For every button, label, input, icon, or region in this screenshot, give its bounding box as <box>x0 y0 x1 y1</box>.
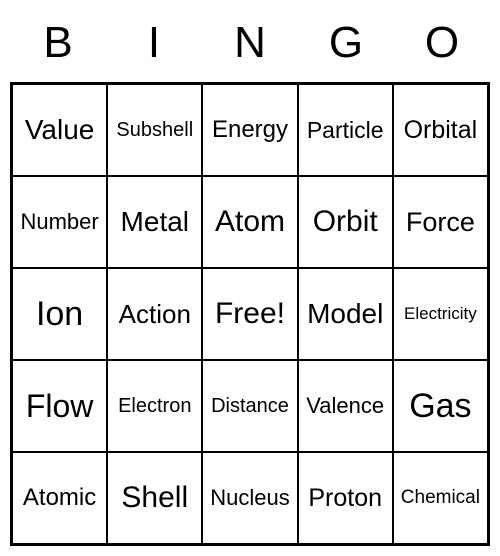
cell-text: Force <box>406 207 475 238</box>
cell-text: Flow <box>26 388 94 425</box>
bingo-cell[interactable]: Action <box>107 268 202 360</box>
bingo-cell[interactable]: Electron <box>107 360 202 452</box>
cell-text: Action <box>119 299 191 330</box>
bingo-cell[interactable]: Nucleus <box>202 452 297 544</box>
bingo-cell[interactable]: Valence <box>298 360 393 452</box>
header-b: B <box>10 10 106 76</box>
bingo-cell[interactable]: Force <box>393 176 488 268</box>
cell-text: Ion <box>36 295 83 334</box>
bingo-cell[interactable]: Proton <box>298 452 393 544</box>
bingo-cell[interactable]: Ion <box>12 268 107 360</box>
bingo-cell[interactable]: Shell <box>107 452 202 544</box>
bingo-cell[interactable]: Distance <box>202 360 297 452</box>
cell-text: Energy <box>212 116 288 144</box>
cell-text: Valence <box>306 393 384 419</box>
header-i: I <box>106 10 202 76</box>
bingo-cell[interactable]: Flow <box>12 360 107 452</box>
cell-text: Atom <box>215 205 285 239</box>
bingo-cell[interactable]: Orbital <box>393 84 488 176</box>
cell-text: Proton <box>308 484 382 513</box>
header-o: O <box>394 10 490 76</box>
header-n: N <box>202 10 298 76</box>
bingo-grid: Value Subshell Energy Particle Orbital N… <box>10 82 490 546</box>
cell-text: Atomic <box>23 484 96 512</box>
bingo-header-row: B I N G O <box>10 10 490 76</box>
bingo-cell[interactable]: Value <box>12 84 107 176</box>
bingo-cell[interactable]: Metal <box>107 176 202 268</box>
bingo-cell[interactable]: Particle <box>298 84 393 176</box>
cell-text: Gas <box>409 387 471 426</box>
bingo-cell[interactable]: Subshell <box>107 84 202 176</box>
bingo-cell[interactable]: Number <box>12 176 107 268</box>
cell-text: Free! <box>215 297 285 331</box>
cell-text: Distance <box>211 395 289 418</box>
bingo-cell[interactable]: Gas <box>393 360 488 452</box>
cell-text: Particle <box>307 117 384 144</box>
cell-text: Number <box>20 209 98 235</box>
bingo-cell[interactable]: Electricity <box>393 268 488 360</box>
cell-text: Electricity <box>404 304 477 324</box>
cell-text: Model <box>307 298 383 330</box>
cell-text: Nucleus <box>210 485 289 511</box>
cell-text: Value <box>25 114 95 146</box>
bingo-cell[interactable]: Orbit <box>298 176 393 268</box>
cell-text: Orbit <box>313 205 378 239</box>
bingo-cell[interactable]: Atom <box>202 176 297 268</box>
bingo-cell[interactable]: Model <box>298 268 393 360</box>
cell-text: Electron <box>118 395 191 418</box>
bingo-cell-free[interactable]: Free! <box>202 268 297 360</box>
header-g: G <box>298 10 394 76</box>
cell-text: Metal <box>121 206 189 238</box>
bingo-cell[interactable]: Atomic <box>12 452 107 544</box>
bingo-cell[interactable]: Chemical <box>393 452 488 544</box>
cell-text: Shell <box>121 481 188 515</box>
bingo-cell[interactable]: Energy <box>202 84 297 176</box>
cell-text: Chemical <box>401 487 480 509</box>
cell-text: Subshell <box>116 119 193 142</box>
bingo-card: B I N G O Value Subshell Energy Particle… <box>10 10 490 546</box>
cell-text: Orbital <box>404 116 478 145</box>
